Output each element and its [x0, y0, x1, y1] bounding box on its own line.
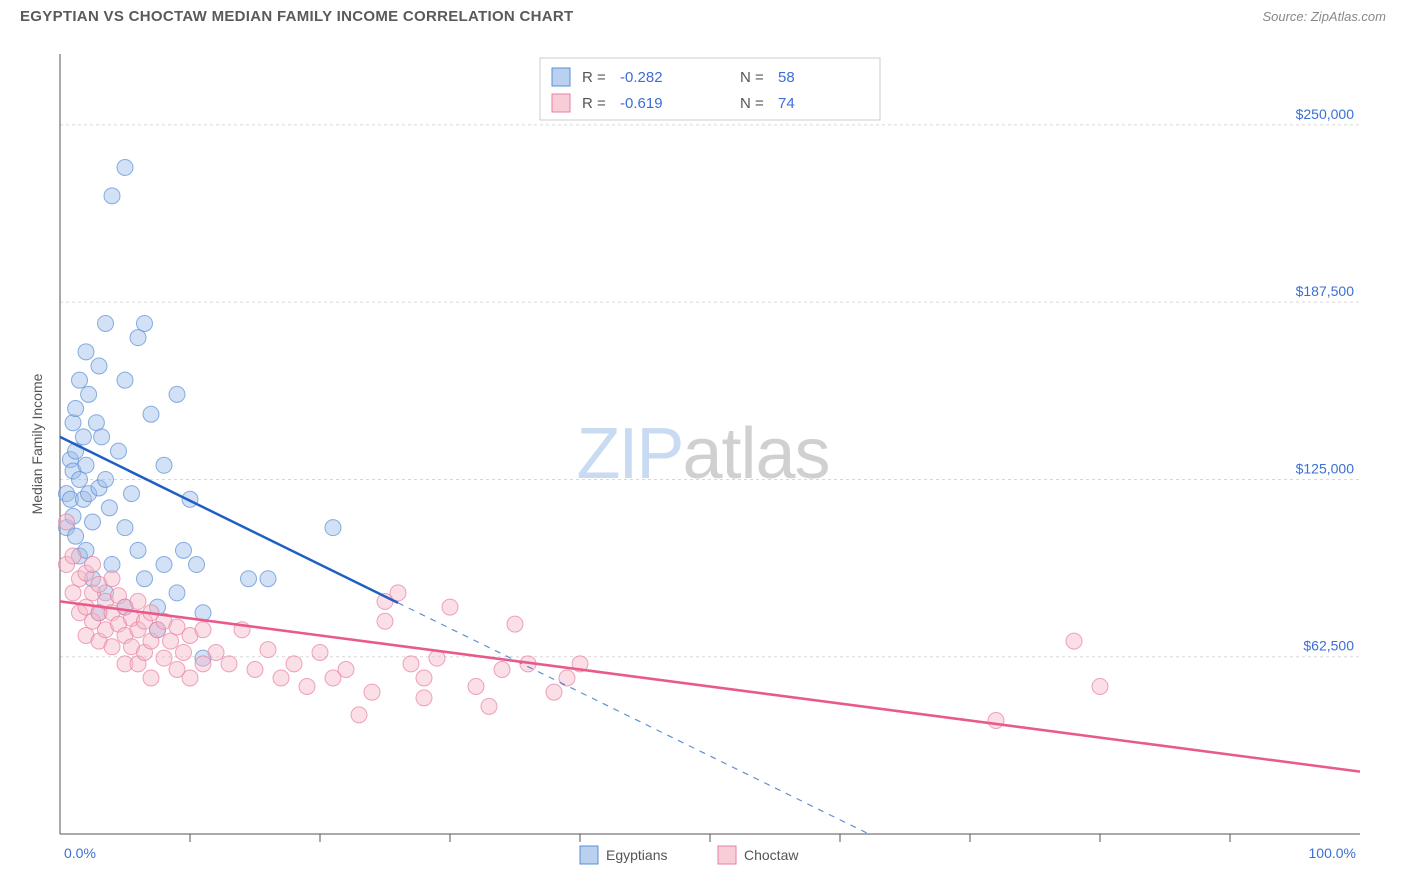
svg-text:Egyptians: Egyptians	[606, 847, 667, 863]
svg-text:R =: R =	[582, 95, 606, 112]
svg-text:-0.282: -0.282	[620, 69, 663, 86]
svg-text:-0.619: -0.619	[620, 95, 663, 112]
svg-text:Median Family Income: Median Family Income	[29, 373, 45, 514]
svg-text:$62,500: $62,500	[1303, 638, 1354, 654]
chart-svg: $62,500 $125,000 $187,500 $250,000 0.0% 100.0…	[20, 44, 1386, 872]
svg-text:$187,500: $187,500	[1296, 283, 1355, 299]
svg-text:$125,000: $125,000	[1296, 460, 1355, 476]
chart-source: Source: ZipAtlas.com	[1262, 9, 1386, 24]
svg-text:0.0%: 0.0%	[64, 845, 96, 861]
svg-text:74: 74	[778, 95, 795, 112]
svg-text:R =: R =	[582, 69, 606, 86]
svg-text:$250,000: $250,000	[1296, 106, 1355, 122]
svg-text:N =: N =	[740, 69, 764, 86]
svg-text:N =: N =	[740, 95, 764, 112]
scatter-chart: $62,500 $125,000 $187,500 $250,000 0.0% 100.0…	[20, 44, 1386, 872]
svg-text:Choctaw: Choctaw	[744, 847, 799, 863]
svg-text:58: 58	[778, 69, 795, 86]
chart-header: EGYPTIAN VS CHOCTAW MEDIAN FAMILY INCOME…	[0, 0, 1406, 29]
chart-title: EGYPTIAN VS CHOCTAW MEDIAN FAMILY INCOME…	[20, 8, 574, 25]
svg-text:100.0%: 100.0%	[1309, 845, 1356, 861]
